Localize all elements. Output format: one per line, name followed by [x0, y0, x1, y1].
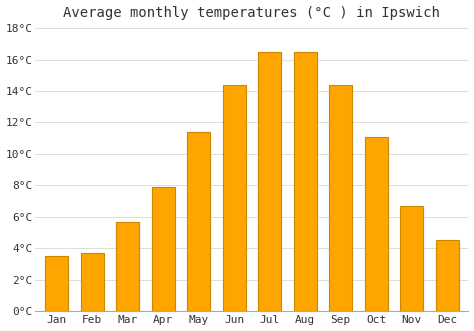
- Bar: [152, 187, 175, 311]
- Title: Average monthly temperatures (°C ) in Ipswich: Average monthly temperatures (°C ) in Ip…: [64, 6, 440, 20]
- Bar: [329, 85, 352, 311]
- Bar: [223, 85, 246, 311]
- Bar: [187, 132, 210, 311]
- Bar: [400, 206, 423, 311]
- Bar: [45, 256, 68, 311]
- Bar: [365, 137, 388, 311]
- Bar: [293, 52, 317, 311]
- Bar: [258, 52, 281, 311]
- Bar: [116, 221, 139, 311]
- Bar: [81, 253, 104, 311]
- Bar: [436, 240, 459, 311]
